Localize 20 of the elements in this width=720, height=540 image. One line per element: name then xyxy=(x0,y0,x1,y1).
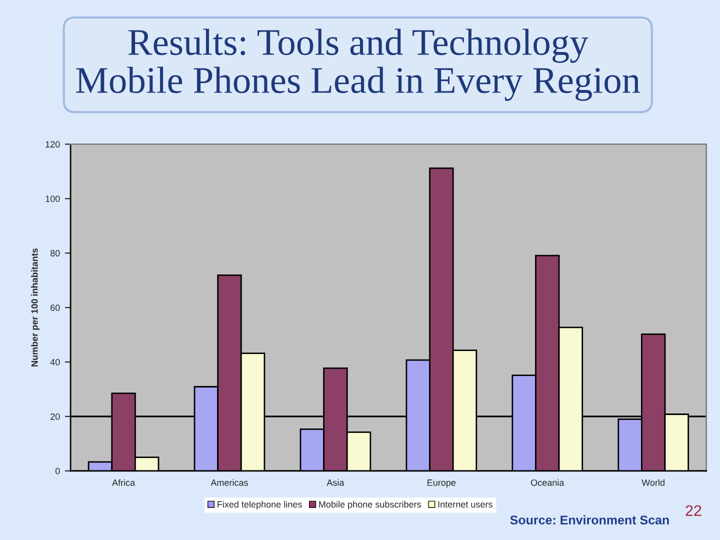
source-note: Source: Environment Scan xyxy=(510,515,669,524)
x-tick-label: World xyxy=(642,479,664,486)
y-axis-title: Number per 100 inhabitants xyxy=(31,248,40,366)
x-tick-label: Oceania xyxy=(530,479,564,486)
x-tick-label: Europe xyxy=(428,480,456,488)
x-tick-label: Asia xyxy=(326,479,344,486)
y-tick-label: 80 xyxy=(50,250,60,256)
y-tick-label: 20 xyxy=(50,413,60,420)
chart-title: Results: Tools and Technology Mobile Phones Lead in Every Region xyxy=(76,28,640,101)
y-tick-label: 120 xyxy=(46,141,60,148)
legend-label: Internet users xyxy=(438,501,492,508)
y-tick-label: 60 xyxy=(50,304,60,311)
legend-label: Fixed telephone lines xyxy=(218,500,302,510)
y-tick-label: 0 xyxy=(55,468,60,474)
y-tick-label: 40 xyxy=(50,358,60,366)
text: 22 xyxy=(686,505,702,516)
legend-label: Mobile phone subscribers xyxy=(319,500,421,510)
x-tick-label: Africa xyxy=(112,479,136,486)
x-tick-label: Americas xyxy=(210,479,248,486)
y-tick-label: 100 xyxy=(46,196,60,202)
